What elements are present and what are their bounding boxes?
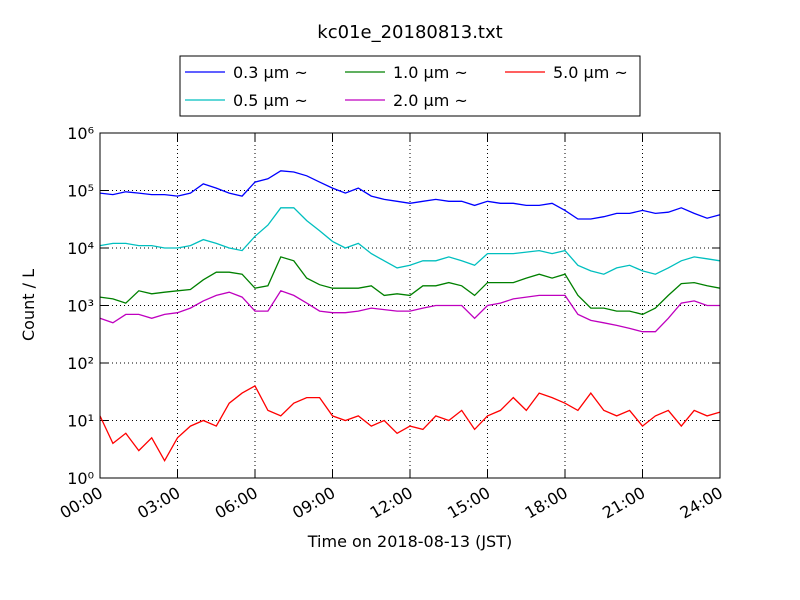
data-line [99,170,721,220]
data-line [99,385,721,463]
y-tick-label: 10³ [67,297,94,316]
legend-label: 0.5 μm ~ [233,91,308,110]
data-line [99,207,721,275]
plot-frame [99,132,721,479]
legend-label: 5.0 μm ~ [553,63,628,82]
data-line [99,290,720,333]
y-axis-label: Count / L [19,269,38,341]
y-tick-label: 10⁴ [67,239,94,258]
x-axis-label: Time on 2018-08-13 (JST) [307,532,512,551]
data-line [99,256,721,316]
legend-label: 2.0 μm ~ [393,91,468,110]
y-tick-label: 10² [67,354,94,373]
legend-label: 0.3 μm ~ [233,63,308,82]
legend-box [179,55,641,117]
chart-title: kc01e_20180813.txt [317,22,502,43]
y-tick-label: 10⁵ [67,182,94,201]
y-tick-label: 10¹ [67,412,94,431]
y-tick-label: 10⁶ [67,124,94,143]
y-tick-label: 10⁰ [67,469,94,488]
legend-label: 1.0 μm ~ [393,63,468,82]
